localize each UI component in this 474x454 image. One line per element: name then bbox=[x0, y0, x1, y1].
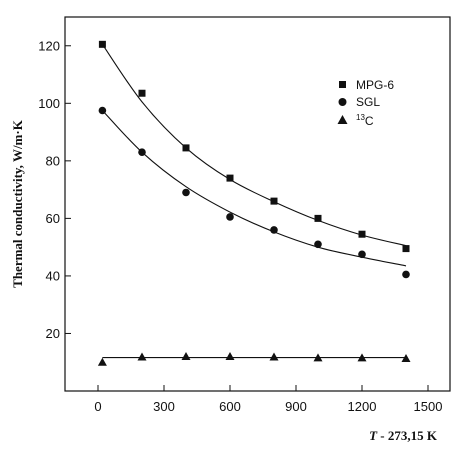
x-tick-label: 1500 bbox=[414, 399, 443, 414]
legend-label-13c-element: C bbox=[365, 114, 374, 128]
y-tick-label: 20 bbox=[46, 326, 60, 341]
legend-item-13c: 13C bbox=[337, 113, 374, 128]
data-point-series-0 bbox=[402, 245, 410, 253]
data-point-series-0 bbox=[98, 40, 106, 48]
data-point-series-2 bbox=[137, 352, 147, 361]
data-point-series-1 bbox=[182, 188, 190, 197]
y-tick-label: 100 bbox=[38, 96, 60, 111]
data-point-series-0 bbox=[270, 197, 278, 205]
legend-item-mpg6: MPG-6 bbox=[339, 78, 394, 92]
y-tick-label: 120 bbox=[38, 38, 60, 53]
y-tick-label: 60 bbox=[46, 211, 60, 226]
legend-label-sgl: SGL bbox=[356, 95, 380, 109]
data-point-series-0 bbox=[182, 144, 190, 152]
data-point-series-2 bbox=[401, 353, 411, 362]
data-point-series-2 bbox=[225, 351, 235, 360]
data-point-series-0 bbox=[358, 230, 366, 238]
y-tick-label: 40 bbox=[46, 268, 60, 283]
legend-marker-triangle-icon bbox=[337, 115, 348, 124]
data-point-series-2 bbox=[313, 353, 323, 362]
x-axis-title-variable: T bbox=[369, 428, 378, 443]
data-point-series-0 bbox=[138, 89, 146, 97]
legend-marker-square-icon bbox=[339, 81, 346, 88]
x-tick-label: 1200 bbox=[348, 399, 377, 414]
data-point-series-1 bbox=[358, 250, 366, 259]
data-point-series-0 bbox=[226, 174, 234, 182]
plot-frame bbox=[64, 16, 451, 392]
x-tick-label: 900 bbox=[285, 399, 307, 414]
legend-marker-circle-icon bbox=[338, 98, 347, 106]
axis-ticks: 0 300 600 900 1200 1500 20 40 60 80 100 120 bbox=[38, 38, 442, 414]
x-tick-label: 0 bbox=[94, 399, 101, 414]
data-point-series-2 bbox=[269, 352, 279, 361]
data-point-series-1 bbox=[226, 213, 234, 221]
x-axis-title-rest: - 273,15 K bbox=[377, 428, 438, 443]
legend-label-13c: 13C bbox=[356, 113, 374, 128]
legend: MPG-6 SGL 13C bbox=[337, 78, 394, 128]
x-tick-label: 300 bbox=[153, 399, 175, 414]
x-tick-label: 600 bbox=[219, 399, 241, 414]
y-axis-title: Thermal conductivity, W/m·K bbox=[10, 119, 25, 288]
data-point-series-1 bbox=[270, 226, 278, 234]
legend-item-sgl: SGL bbox=[338, 95, 380, 109]
fit-curves bbox=[101, 43, 407, 359]
data-point-series-0 bbox=[314, 214, 322, 222]
fit-curve-series-0 bbox=[101, 43, 407, 247]
data-point-series-2 bbox=[97, 357, 107, 366]
y-tick-label: 80 bbox=[46, 153, 60, 168]
data-point-series-2 bbox=[181, 351, 191, 360]
x-axis-title: T - 273,15 K bbox=[369, 428, 438, 443]
data-point-series-1 bbox=[314, 240, 322, 249]
legend-label-13c-superscript: 13 bbox=[356, 113, 365, 122]
fit-curve-series-1 bbox=[101, 110, 407, 267]
data-point-series-1 bbox=[98, 106, 107, 115]
data-points bbox=[97, 40, 411, 366]
legend-label-mpg6: MPG-6 bbox=[356, 78, 394, 92]
data-point-series-1 bbox=[138, 148, 146, 157]
data-point-series-2 bbox=[357, 353, 367, 362]
data-point-series-1 bbox=[402, 270, 410, 279]
